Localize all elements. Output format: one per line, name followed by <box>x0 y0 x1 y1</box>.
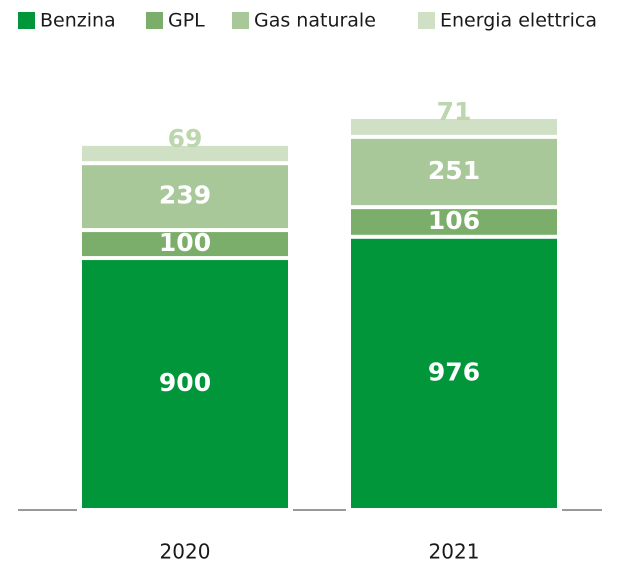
bar-segment <box>82 145 288 162</box>
legend-label: GPL <box>168 10 205 32</box>
bar-segment <box>82 260 288 508</box>
bar-segment <box>351 238 557 509</box>
bar-segment <box>82 165 288 229</box>
x-tick-label: 2021 <box>429 540 480 564</box>
data-label: 71 <box>437 97 472 126</box>
legend-label: Energia elettrica <box>440 10 597 32</box>
data-label: 976 <box>428 357 480 386</box>
legend-label: Gas naturale <box>254 10 376 32</box>
legend-swatch <box>18 12 35 29</box>
legend-swatch <box>232 12 249 29</box>
data-label: 239 <box>159 181 211 210</box>
legend-label: Benzina <box>40 10 116 32</box>
data-label: 106 <box>428 206 480 235</box>
x-tick-label: 2020 <box>160 540 211 564</box>
bar-segment <box>351 119 557 135</box>
data-label: 900 <box>159 368 211 397</box>
data-label: 251 <box>428 156 480 185</box>
legend-swatch <box>418 12 435 29</box>
legend-swatch <box>146 12 163 29</box>
bar-segment <box>351 138 557 206</box>
bar-segment <box>351 209 557 235</box>
bar-segment <box>82 232 288 257</box>
data-label: 69 <box>168 124 203 153</box>
data-label: 100 <box>159 228 211 257</box>
